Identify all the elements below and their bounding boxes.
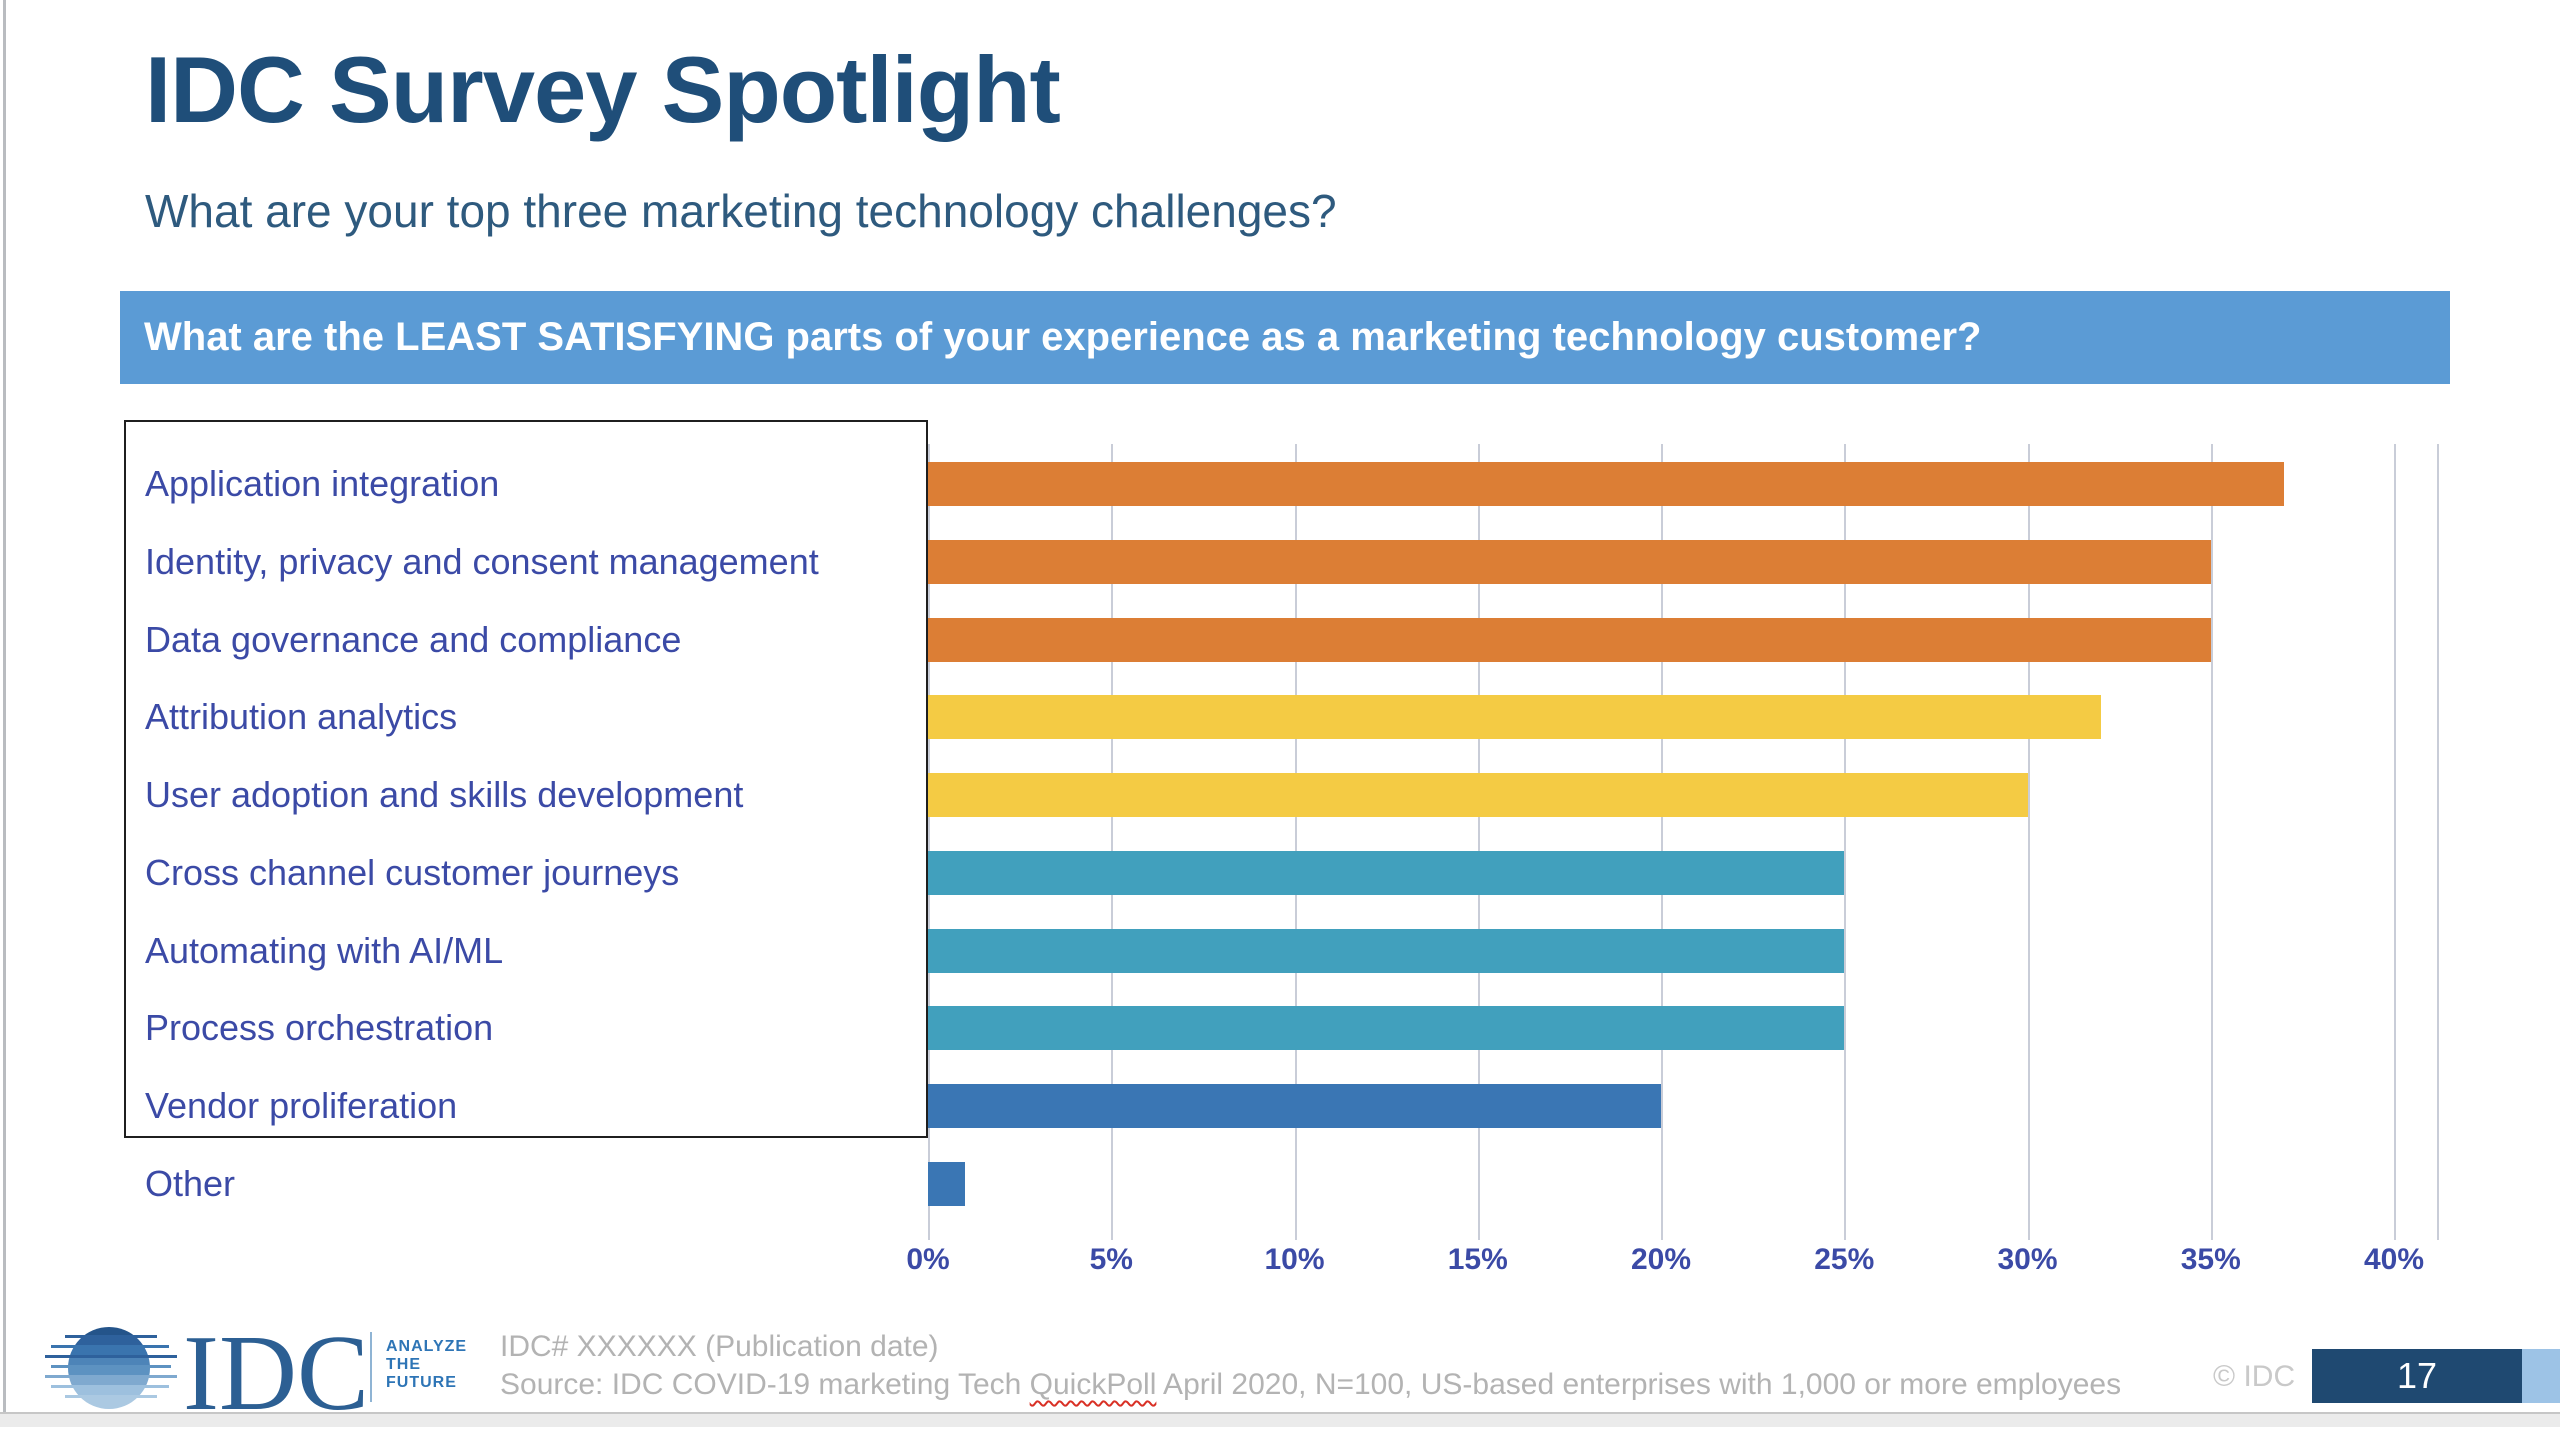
bar-2 [928,539,2211,584]
category-label: Process orchestration [145,1007,494,1049]
category-label: Other [145,1162,236,1204]
bar-9 [928,1084,1661,1128]
bar-7 [928,928,1845,973]
slide-left-edge-line [3,0,6,1427]
globe-fill-stripes [68,1327,150,1409]
gridline [1661,444,1663,1240]
tagline-line: FUTURE [386,1374,457,1391]
source-line: Source: IDC COVID-19 marketing Tech Quic… [500,1368,2121,1402]
bar-1 [928,462,2285,506]
page-number: 17 [2396,1355,2438,1396]
x-tick-label: 10% [1264,1243,1325,1276]
x-tick-label: 40% [2363,1243,2425,1276]
gridline [1844,444,1847,1240]
category-label: Automating with AI/ML [145,929,504,971]
page-number-accent-strip [2522,1349,2560,1403]
x-tick-label: 5% [1089,1243,1133,1276]
x-tick-label: 20% [1630,1243,1692,1276]
bar-4 [928,695,2101,740]
category-label: Identity, privacy and consent management [145,540,819,582]
x-tick-label: 0% [906,1243,950,1276]
x-tick-label: 30% [1997,1243,2058,1276]
bar-3 [928,617,2211,662]
category-label: Data governance and compliance [145,618,682,660]
slide-subtitle: What are your top three marketing techno… [145,185,1337,237]
tagline-line: THE [386,1356,421,1373]
gridline [2027,444,2030,1240]
gridline [2394,444,2396,1240]
idc-tagline: ANALYZE THE FUTURE [386,1338,467,1392]
slide-title: IDC Survey Spotlight [145,37,1061,142]
logo-divider-line [370,1332,372,1402]
document-id-line: IDC# XXXXXX (Publication date) [500,1330,939,1363]
category-label: Vendor proliferation [145,1085,458,1126]
source-text: Source: IDC COVID-19 marketing Tech [500,1368,1030,1401]
bar-8 [928,1006,1845,1051]
copyright-label: © IDC [2213,1360,2296,1393]
category-legend-box [124,420,928,1138]
chart-question-banner: What are the LEAST SATISFYING parts of y… [120,291,2450,384]
slide-bottom-edge [0,1412,2560,1427]
category-label: Application integration [145,463,500,504]
gridline [928,444,930,1240]
page-number-box: 17 [2312,1349,2522,1403]
category-label: User adoption and skills development [145,774,744,815]
gridline [1294,444,1297,1240]
bar-6 [928,850,1845,895]
category-label: Attribution analytics [145,696,458,738]
gridline [1477,444,1480,1240]
gridline [2210,444,2213,1240]
source-text: April 2020, N=100, US-based enterprises … [1156,1368,2122,1401]
plot-right-border [2437,444,2439,1240]
x-tick-label: 35% [2180,1243,2241,1276]
bar-5 [928,773,2028,817]
category-label: Cross channel customer journeys [145,851,680,893]
spellcheck-underlined-word: QuickPoll [1029,1368,1157,1401]
x-tick-label: 15% [1447,1243,1508,1276]
chart-question-text: What are the LEAST SATISFYING parts of y… [144,315,1982,359]
gridline [1111,444,1114,1240]
tagline-line: ANALYZE [386,1338,468,1355]
globe-outer-stripes [45,1335,177,1398]
bar-10 [928,1161,965,1206]
idc-globe-logo-icon [45,1327,177,1409]
x-tick-label: 25% [1814,1243,1875,1276]
